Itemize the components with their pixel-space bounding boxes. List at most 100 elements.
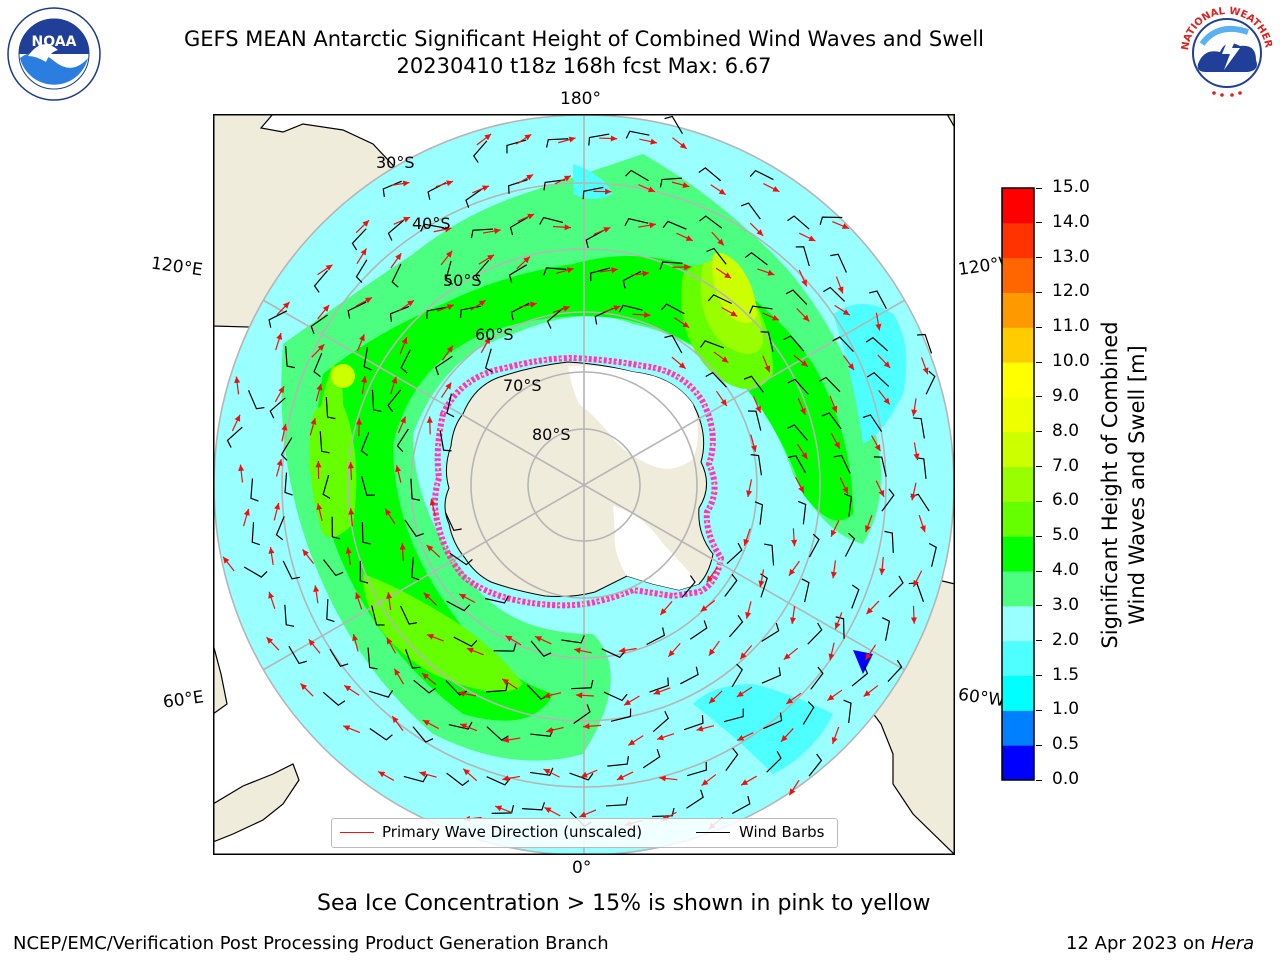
wind-barb [843, 699, 852, 724]
wave-arrow-head [746, 490, 753, 497]
wave-arrow-head [863, 690, 871, 697]
colorbar-band [1002, 222, 1034, 259]
colorbar-tick-label: 12.0 [1052, 281, 1090, 302]
wind-barb [226, 426, 243, 448]
wind-barb [439, 430, 452, 452]
wind-barb [382, 180, 402, 197]
wave-arrow-head [883, 361, 891, 368]
colorbar-band [1002, 501, 1034, 537]
wave-arrow-head [834, 622, 841, 630]
wave-arrow-head [562, 305, 570, 312]
wave-arrow-head [278, 386, 285, 394]
wave-arrow-head [841, 223, 849, 229]
nws-logo: NATIONAL WEATHER SERVICE [1178, 4, 1274, 100]
wind-barb [282, 560, 300, 580]
wind-barb [288, 645, 307, 665]
wind-barb [699, 215, 723, 229]
wave-arrow-head [831, 405, 838, 413]
wave-arrow-head [708, 648, 716, 656]
lon-label-180: 180° [560, 89, 601, 109]
wave-arrow-head [527, 213, 535, 220]
wind-barb [659, 177, 682, 188]
wave-arrow-head [910, 617, 918, 624]
colorbar-band [1002, 675, 1034, 711]
wave-arrow-head [755, 405, 761, 413]
wave-arrow-head [603, 227, 611, 233]
wind-barb [453, 636, 478, 648]
colorbar-tick-label: 5.0 [1052, 525, 1080, 546]
wind-barb [747, 410, 762, 431]
wave-arrow-head [402, 180, 410, 187]
wave-arrow-head [613, 305, 621, 312]
wave-arrow-head [446, 180, 454, 187]
wave-direction-arrows [222, 133, 929, 830]
wind-barb [404, 649, 421, 669]
wave-arrow-head [530, 301, 537, 308]
wind-barb [787, 454, 807, 474]
wave-arrow-head [234, 376, 241, 384]
wind-barb [530, 640, 552, 657]
colorbar-label-line1: Significant Height of Combined [1098, 321, 1122, 649]
wave-arrow-head [737, 734, 745, 741]
colorbar-band [1002, 257, 1034, 293]
colorbar-band [1002, 640, 1034, 677]
wave-arrow-head [484, 133, 492, 141]
wave-arrow-head [344, 685, 352, 692]
wave-arrow-head [837, 286, 844, 294]
wind-barb [243, 566, 268, 578]
wave-arrow-head [736, 690, 744, 697]
colorbar-tick-mark [1036, 640, 1042, 642]
wind-barb [743, 375, 764, 393]
lat-label-50s: 50°S [443, 271, 482, 290]
wave-arrow-head [720, 399, 727, 406]
wave-arrow-head [394, 668, 401, 676]
colorbar-tick-mark [1036, 222, 1042, 224]
wave-arrow-head [423, 592, 431, 600]
wind-barb [539, 216, 564, 225]
wave-arrow-head [756, 229, 764, 236]
lon-label-120e: 120°E [149, 253, 204, 281]
wave-arrow-head [786, 697, 794, 704]
wave-arrow-head [386, 592, 393, 599]
wave-arrow-head [678, 362, 686, 369]
wind-barb [625, 130, 650, 139]
wind-barb [355, 259, 368, 283]
wind-barb [543, 179, 566, 191]
wind-barb [571, 679, 594, 690]
wind-barb [881, 488, 895, 512]
wind-barb [474, 259, 490, 283]
wind-barb [605, 796, 629, 807]
colorbar-band [1002, 188, 1034, 224]
wind-barb [389, 305, 410, 322]
footer-machine: Hera [1211, 933, 1255, 954]
colorbar-tick-label: 0.0 [1052, 769, 1080, 789]
wind-barb [888, 575, 904, 598]
wave-arrow-head [395, 465, 402, 473]
wind-barb [420, 223, 444, 232]
wind-barb [680, 666, 699, 685]
wind-barb [642, 749, 661, 769]
wave-arrow-head [502, 678, 510, 685]
wind-barb [247, 390, 265, 410]
wave-arrow-head [706, 575, 713, 583]
wind-barb [766, 750, 782, 773]
colorbar-tick-mark [1036, 709, 1042, 711]
noaa-logo-text: NOAA [32, 34, 77, 50]
wave-arrow-head [740, 652, 747, 660]
wave-arrow-head [668, 650, 675, 657]
wave-arrow-head [772, 186, 780, 192]
wind-barb [470, 228, 494, 239]
wave-arrow-head [426, 416, 433, 423]
wind-barb [728, 614, 744, 638]
wave-arrow-head [362, 220, 370, 227]
africa-edge [213, 643, 228, 715]
wave-arrow-head [647, 186, 655, 193]
wave-arrow-head [386, 637, 393, 645]
wind-barb [873, 456, 887, 477]
lon-label-60e: 60°E [161, 687, 206, 713]
wind-barb [801, 578, 810, 603]
wave-arrow-head [660, 608, 667, 615]
wind-barb [833, 454, 851, 474]
wave-arrow-head [223, 556, 230, 564]
wind-barb [251, 522, 261, 546]
